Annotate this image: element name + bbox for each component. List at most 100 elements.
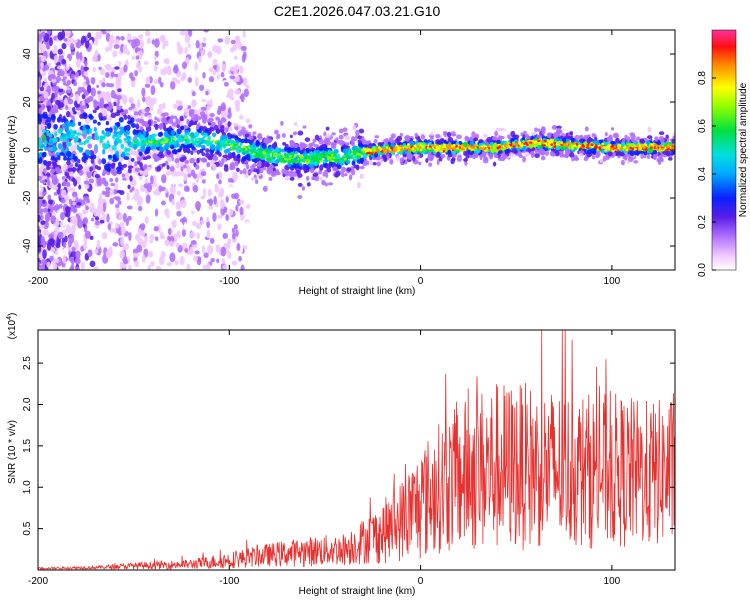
spectrogram-cell [221,157,225,165]
spectrogram-cell [96,206,102,213]
spectrogram-cell [239,169,243,175]
spectrogram-cell [51,73,56,80]
spectrogram-cell [61,147,65,154]
spectrogram-cell [139,231,146,237]
spectrogram-cell [174,170,181,177]
spectrogram-cell [256,150,260,153]
spectrogram-cell [304,159,308,163]
spectrogram-cell [54,137,58,143]
spectrogram-cell [351,160,356,166]
spectrogram-cell [106,213,110,223]
spectrogram-cell [67,97,71,102]
spectrogram-cell [49,139,54,145]
spectrogram-cell [126,192,130,202]
spectrogram-cell [227,121,231,128]
spectrogram-cell [560,141,564,144]
spectrogram-cell [58,152,65,156]
spectrogram-cell [513,134,520,139]
spectrogram-cell [352,149,357,156]
spectrogram-cell [615,137,620,143]
spectrogram-cell [215,116,220,121]
spectrogram-cell [174,158,180,164]
spectrogram-cell [335,137,339,142]
spectrogram-cell [541,144,545,147]
spectrogram-cell [485,148,488,151]
spectrogram-cell [196,149,200,155]
spectrogram-cell [341,155,345,159]
spectrogram-cell [171,178,176,186]
spectrogram-cell [144,177,149,185]
spectrogram-cell [146,37,151,45]
spectrogram-cell [198,55,202,63]
spectrogram-cell [534,153,540,159]
spectrogram-cell [142,142,145,145]
spectrogram-cell [90,158,95,164]
spectrogram-cell [245,30,250,40]
spectrogram-cell [305,175,310,181]
spectrogram-cell [193,255,198,262]
spectrogram-cell [408,140,415,147]
spectrogram-cell [450,158,455,165]
spectrogram-cell [38,235,41,246]
spectrogram-cell [102,202,107,212]
spectrogram-cell [189,231,196,239]
spectrogram-cell [65,209,71,218]
spectrogram-cell [96,84,100,89]
spectrogram-cell [268,176,273,181]
spectrogram-cell [360,152,364,155]
spectrogram-cell [166,156,173,163]
spectrogram-cell [667,145,671,149]
spectrogram-cell [95,31,102,38]
spectrogram-cell [374,135,380,139]
spectrogram-cell [177,105,183,111]
spectrogram-cell [242,168,247,175]
spectrogram-cell [183,107,190,116]
spectrogram-cell [455,145,458,148]
spectrogram-cell [125,152,130,156]
spectrogram-cell [39,264,46,270]
spectrogram-cell [57,48,63,55]
spectrogram-cell [481,147,485,150]
spectrogram-cell [201,118,207,124]
spectrogram-cell [191,206,196,212]
spectrogram-cell [63,241,67,248]
spectrogram-cell [80,261,85,270]
spectrogram-cell [159,153,165,159]
spectrogram-cell [63,137,67,143]
spectrogram-cell [76,132,81,136]
spectrogram-cell [41,103,46,110]
spectrogram-cell [43,64,50,71]
spectrogram-cell [416,145,420,148]
spectrogram-cell [201,114,207,119]
spectrogram-cell [405,147,408,151]
spectrogram-cell [84,99,91,104]
spectrogram-cell [217,38,224,43]
spectrogram-cell [102,190,106,196]
spectrogram-cell [205,184,211,191]
spectrogram-cell [40,61,44,69]
spectrogram-cell [47,225,53,232]
spectrogram-cell [666,150,671,156]
spectrogram-cell [202,187,207,198]
spectrogram-cell [38,107,43,114]
spectrogram-cell [312,138,317,143]
spectrogram-cell [229,75,236,80]
spectrogram-cell [238,255,242,262]
snr-x-tick-label: 100 [604,576,621,587]
spectrogram-cell [70,73,75,80]
spectrogram-cell [425,158,429,163]
spectrogram-cell [110,182,116,187]
spectrogram-cell [439,138,445,143]
spectrogram-cell [185,167,192,174]
spectrogram-cell [232,171,239,182]
spectrogram-cell [320,154,324,157]
spectrogram-cell [357,142,363,148]
spectrogram-cell [74,242,80,251]
spectrogram-cell [286,147,292,153]
spectrogram-cell [41,129,47,133]
spectrogram-cell [43,77,48,83]
spectrogram-cell [343,157,347,161]
spectrogram-cell [220,125,225,129]
spectrogram-cell [213,124,219,131]
spectrogram-cell [179,115,184,122]
